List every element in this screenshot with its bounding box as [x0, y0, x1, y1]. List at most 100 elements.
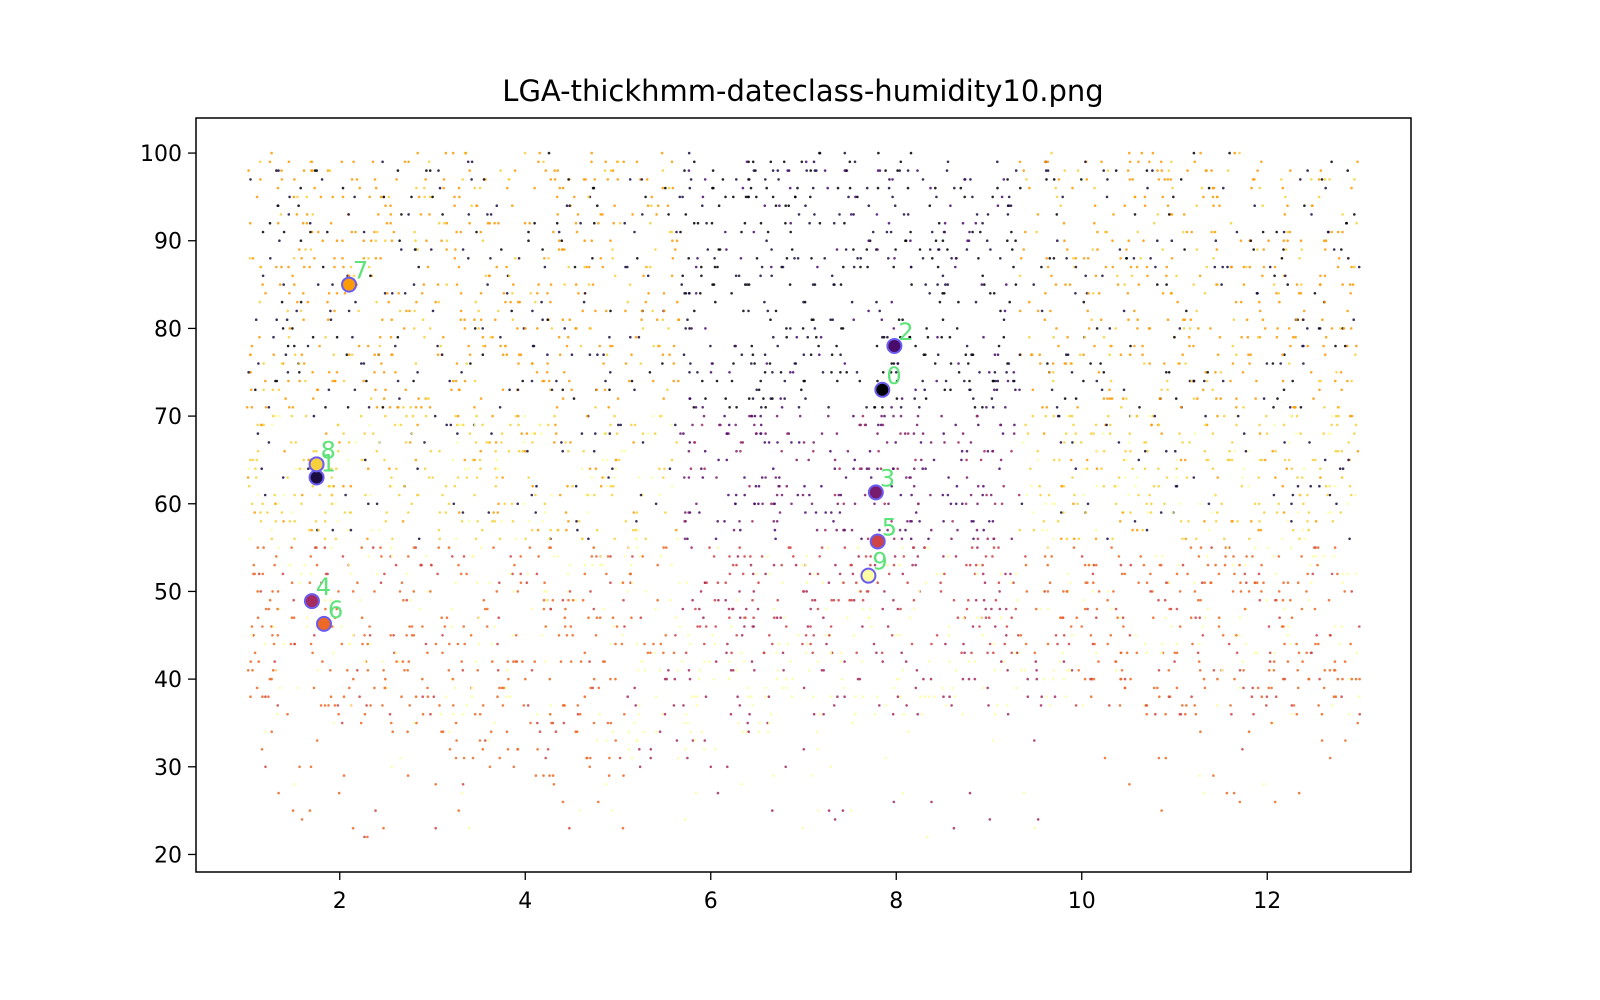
- scatter-point: [609, 309, 612, 313]
- scatter-point: [923, 546, 926, 549]
- scatter-point: [1233, 151, 1236, 155]
- scatter-point: [1262, 581, 1265, 584]
- scatter-point: [832, 520, 835, 523]
- scatter-point: [849, 809, 853, 812]
- scatter-point: [1268, 669, 1271, 672]
- scatter-point: [954, 265, 957, 269]
- scatter-point: [1046, 590, 1050, 593]
- scatter-point: [323, 520, 327, 523]
- scatter-point: [1006, 178, 1009, 181]
- scatter-point: [928, 248, 932, 251]
- scatter-point: [1109, 634, 1113, 637]
- scatter-point: [1136, 318, 1139, 322]
- scatter-point: [732, 528, 736, 532]
- scatter-point: [1247, 590, 1251, 593]
- scatter-point: [1000, 195, 1004, 199]
- scatter-point: [326, 300, 329, 304]
- scatter-point: [1236, 520, 1239, 523]
- scatter-point: [272, 625, 276, 628]
- scatter-point: [1187, 335, 1191, 339]
- scatter-point: [400, 695, 403, 698]
- scatter-point: [501, 353, 505, 357]
- scatter-point: [1327, 598, 1331, 602]
- scatter-point: [736, 695, 739, 698]
- scatter-point: [992, 651, 995, 655]
- scatter-point: [1052, 537, 1055, 541]
- scatter-point: [412, 590, 416, 593]
- scatter-point: [1197, 598, 1200, 602]
- scatter-point: [264, 730, 268, 733]
- scatter-point: [496, 669, 500, 672]
- scatter-point: [1220, 283, 1223, 286]
- scatter-point: [275, 169, 278, 172]
- scatter-point: [287, 265, 290, 269]
- scatter-point: [1005, 371, 1008, 374]
- scatter-point: [1123, 476, 1127, 479]
- scatter-point: [760, 265, 764, 269]
- scatter-point: [1339, 327, 1342, 330]
- scatter-point: [1272, 669, 1276, 672]
- scatter-point: [766, 230, 770, 234]
- scatter-point: [754, 484, 758, 488]
- scatter-point: [1289, 414, 1292, 418]
- scatter-point: [1083, 677, 1087, 681]
- scatter-point: [405, 634, 408, 637]
- scatter-point: [408, 309, 411, 313]
- scatter-point: [1053, 502, 1057, 506]
- scatter-point: [605, 458, 608, 462]
- scatter-point: [1290, 704, 1294, 707]
- scatter-point: [1144, 441, 1148, 444]
- scatter-point: [296, 195, 299, 199]
- scatter-point: [493, 625, 496, 628]
- scatter-point: [877, 449, 880, 453]
- scatter-point: [698, 625, 702, 628]
- scatter-point: [702, 616, 705, 619]
- scatter-point: [1149, 572, 1152, 576]
- scatter-point: [368, 634, 372, 637]
- scatter-point: [986, 449, 990, 453]
- scatter-point: [603, 660, 606, 663]
- scatter-point: [248, 537, 252, 541]
- scatter-point: [713, 257, 716, 260]
- scatter-point: [276, 607, 279, 611]
- scatter-point: [1095, 379, 1099, 383]
- scatter-point: [704, 625, 708, 628]
- scatter-point: [262, 423, 266, 427]
- scatter-point: [825, 607, 828, 611]
- scatter-point: [293, 783, 296, 786]
- scatter-point: [1145, 502, 1148, 506]
- scatter-point: [291, 327, 294, 330]
- scatter-point: [465, 704, 469, 707]
- scatter-point: [1094, 274, 1098, 278]
- scatter-point: [1066, 248, 1069, 251]
- scatter-point: [405, 572, 408, 576]
- scatter-point: [369, 704, 372, 707]
- scatter-point: [653, 651, 657, 655]
- scatter-point: [453, 195, 456, 199]
- scatter-point: [1097, 371, 1101, 374]
- scatter-point: [407, 660, 411, 663]
- scatter-point: [715, 476, 718, 479]
- scatter-point: [407, 511, 410, 514]
- scatter-point: [292, 195, 296, 199]
- scatter-point: [257, 660, 261, 663]
- scatter-point: [1082, 257, 1086, 260]
- scatter-point: [1050, 555, 1053, 558]
- scatter-point: [633, 721, 636, 725]
- scatter-point: [438, 186, 442, 190]
- scatter-point: [335, 607, 339, 611]
- scatter-point: [902, 555, 906, 558]
- scatter-point: [1168, 581, 1171, 584]
- scatter-point: [1030, 484, 1033, 488]
- scatter-point: [506, 660, 510, 663]
- scatter-point: [1153, 414, 1157, 418]
- scatter-point: [1350, 379, 1353, 383]
- scatter-point: [689, 642, 692, 646]
- scatter-point: [999, 257, 1002, 260]
- scatter-point: [693, 309, 696, 313]
- scatter-point: [767, 441, 771, 444]
- scatter-point: [989, 248, 992, 251]
- scatter-point: [757, 581, 760, 584]
- scatter-point: [535, 484, 538, 488]
- scatter-point: [354, 300, 357, 304]
